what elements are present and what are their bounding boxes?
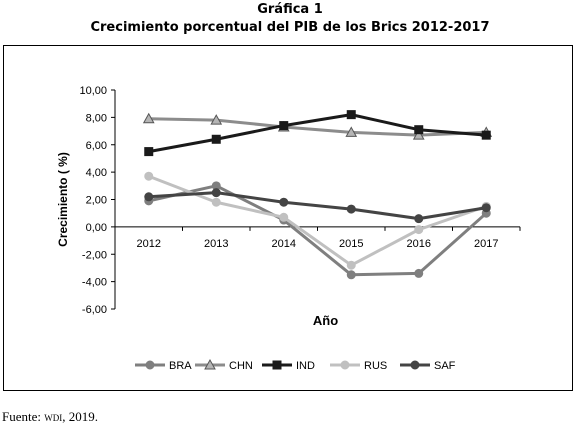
source-prefix: Fuente: (2, 409, 41, 424)
data-point-saf (279, 197, 289, 207)
data-point-ind (144, 147, 154, 157)
y-tick-label: 0,00 (86, 222, 107, 234)
source-suffix: , 2019. (62, 409, 98, 424)
x-tick-label: 2016 (407, 238, 431, 250)
legend-label-saf: SAF (434, 360, 456, 372)
data-point-rus (211, 197, 221, 207)
y-tick-label: 2,00 (86, 195, 107, 207)
x-axis-title: Año (313, 313, 338, 328)
data-point-rus (144, 171, 154, 181)
data-point-saf (144, 192, 154, 202)
legend-label-ind: IND (296, 360, 315, 372)
legend-marker-chn (204, 358, 216, 370)
legend-marker-saf (410, 360, 420, 370)
series-line-rus (148, 174, 487, 267)
x-tick-label: 2012 (137, 238, 161, 250)
y-tick-label: 6,00 (86, 140, 107, 152)
data-point-ind (346, 110, 356, 120)
data-point-chn (412, 129, 425, 140)
legend-marker-rus (340, 360, 350, 370)
data-point-saf (346, 204, 356, 214)
chart-title: Crecimiento porcentual del PIB de los Br… (90, 20, 490, 35)
data-point-rus (279, 212, 289, 222)
x-tick-label: 2013 (204, 238, 228, 250)
y-tick-label: 4,00 (86, 167, 107, 179)
y-axis-title: Crecimiento ( %) (56, 152, 70, 247)
series-line-ind (148, 113, 487, 154)
legend-label-bra: BRA (169, 360, 192, 372)
y-tick-label: 8,00 (86, 112, 107, 124)
data-point-bra (414, 268, 424, 278)
figure-label: Gráfica 1 (257, 2, 323, 17)
data-point-saf (414, 214, 424, 224)
y-tick-label: -2,00 (82, 249, 107, 261)
chart-area (3, 45, 573, 391)
legend-label-chn: CHN (229, 360, 253, 372)
data-point-ind (211, 134, 221, 144)
data-point-rus (346, 260, 356, 270)
x-tick-label: 2014 (272, 238, 296, 250)
x-tick-label: 2017 (474, 238, 498, 250)
source-note: Fuente: wdi, 2019. (2, 409, 98, 425)
data-point-chn (142, 112, 155, 124)
data-point-ind (414, 125, 424, 135)
series-line-chn (148, 117, 487, 137)
data-point-rus (414, 225, 424, 235)
data-point-chn (210, 114, 223, 125)
data-point-chn (345, 126, 358, 137)
legend-label-rus: RUS (364, 360, 387, 372)
y-tick-label: -4,00 (82, 277, 107, 289)
data-point-ind (481, 130, 491, 140)
series-line-saf (148, 191, 487, 221)
data-point-ind (279, 121, 289, 131)
source-org: wdi (44, 409, 63, 424)
x-tick-label: 2015 (339, 238, 363, 250)
series-line-bra (148, 184, 488, 277)
legend-marker-bra (145, 360, 155, 370)
legend-marker-ind (272, 360, 282, 370)
data-point-bra (346, 270, 356, 280)
data-point-saf (481, 203, 491, 213)
y-tick-label: -6,00 (82, 304, 107, 316)
y-tick-label: 10,00 (79, 85, 107, 97)
data-point-saf (211, 188, 221, 198)
